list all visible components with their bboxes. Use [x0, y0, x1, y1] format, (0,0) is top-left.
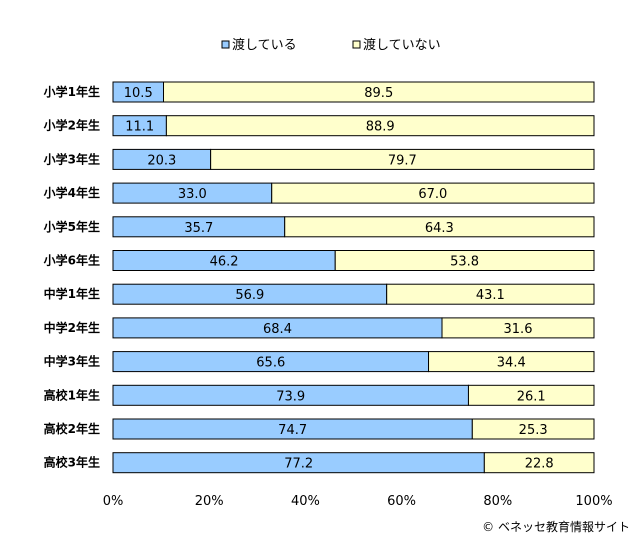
data-label-series2-item-12: 22.8 [525, 457, 554, 472]
data-label-series1-item-6: 46.2 [210, 255, 239, 270]
bar-series2-item-12 [483, 452, 595, 474]
data-label-series1-item-12: 77.2 [284, 457, 313, 472]
bar-series2-item-4 [271, 182, 595, 204]
category-label-11: 高校2年生 [44, 421, 100, 436]
category-label-12: 高校3年生 [44, 455, 100, 470]
bar-series2-item-3 [210, 148, 595, 170]
legend-label-1: 渡している [232, 37, 297, 53]
data-label-series1-item-11: 74.7 [278, 423, 307, 438]
data-label-series1-item-4: 33.0 [178, 187, 207, 202]
bar-series2-item-7 [386, 283, 595, 305]
data-label-series1-item-8: 68.4 [263, 322, 292, 337]
legend-swatch-1 [221, 40, 230, 49]
data-label-series2-item-10: 26.1 [517, 389, 546, 404]
data-label-series2-item-7: 43.1 [476, 288, 505, 303]
data-label-series1-item-1: 10.5 [124, 86, 153, 101]
category-label-9: 中学3年生 [44, 354, 100, 369]
data-label-series2-item-1: 89.5 [364, 86, 393, 101]
data-label-series1-item-3: 20.3 [147, 153, 176, 168]
data-label-series1-item-9: 65.6 [256, 356, 285, 371]
category-labels: 小学1年生小学2年生小学3年生小学4年生小学5年生小学6年生中学1年生中学2年生… [44, 84, 100, 470]
x-tick-label-6: 100% [575, 494, 612, 509]
category-label-7: 中学1年生 [44, 286, 100, 301]
credit-text: © ベネッセ教育情報サイト [482, 519, 630, 534]
category-label-6: 小学6年生 [44, 253, 100, 268]
data-label-series2-item-5: 64.3 [425, 221, 454, 236]
x-tick-label-4: 60% [387, 494, 416, 509]
bar-series2-item-10 [467, 384, 595, 406]
legend: 渡している 渡していない [221, 37, 441, 53]
data-label-series2-item-2: 88.9 [366, 120, 395, 135]
data-label-series2-item-4: 67.0 [418, 187, 447, 202]
bar-series2-item-9 [428, 351, 595, 373]
legend-swatch-2 [352, 40, 361, 49]
bar-series2-item-11 [471, 418, 595, 440]
x-tick-label-1: 0% [103, 494, 124, 509]
category-label-2: 小学2年生 [44, 118, 100, 133]
category-label-1: 小学1年生 [44, 84, 100, 99]
data-label-series1-item-5: 35.7 [184, 221, 213, 236]
bar-series2-item-8 [441, 317, 595, 339]
category-label-3: 小学3年生 [44, 151, 100, 166]
data-label-series2-item-8: 31.6 [504, 322, 533, 337]
data-label-series2-item-3: 79.7 [388, 153, 417, 168]
category-label-8: 中学2年生 [44, 320, 100, 335]
bar-series2-item-2 [165, 115, 595, 137]
legend-label-2: 渡していない [363, 37, 441, 53]
bar-series2-item-5 [284, 216, 595, 238]
x-tick-label-5: 80% [483, 494, 512, 509]
bar-series2-item-6 [334, 250, 595, 271]
x-tick-label-3: 40% [291, 494, 320, 509]
category-label-4: 小学4年生 [44, 185, 100, 200]
x-tick-label-2: 20% [195, 494, 224, 509]
category-label-10: 高校1年生 [44, 387, 100, 402]
data-label-series1-item-7: 56.9 [235, 288, 264, 303]
category-label-5: 小学5年生 [44, 219, 100, 234]
data-label-series1-item-10: 73.9 [276, 389, 305, 404]
data-label-series2-item-11: 25.3 [519, 423, 548, 438]
x-axis-ticks: 0% 20% 40% 60% 80% 100% [103, 494, 613, 509]
data-label-series1-item-2: 11.1 [125, 120, 154, 135]
data-label-series2-item-6: 53.8 [450, 255, 479, 270]
bars: 10.5 89.5 11.1 88.9 20.3 79.7 33.0 67.0 35.7 64.3… [112, 81, 595, 474]
data-label-series2-item-9: 34.4 [497, 356, 526, 371]
bar-series2-item-1 [163, 81, 595, 103]
